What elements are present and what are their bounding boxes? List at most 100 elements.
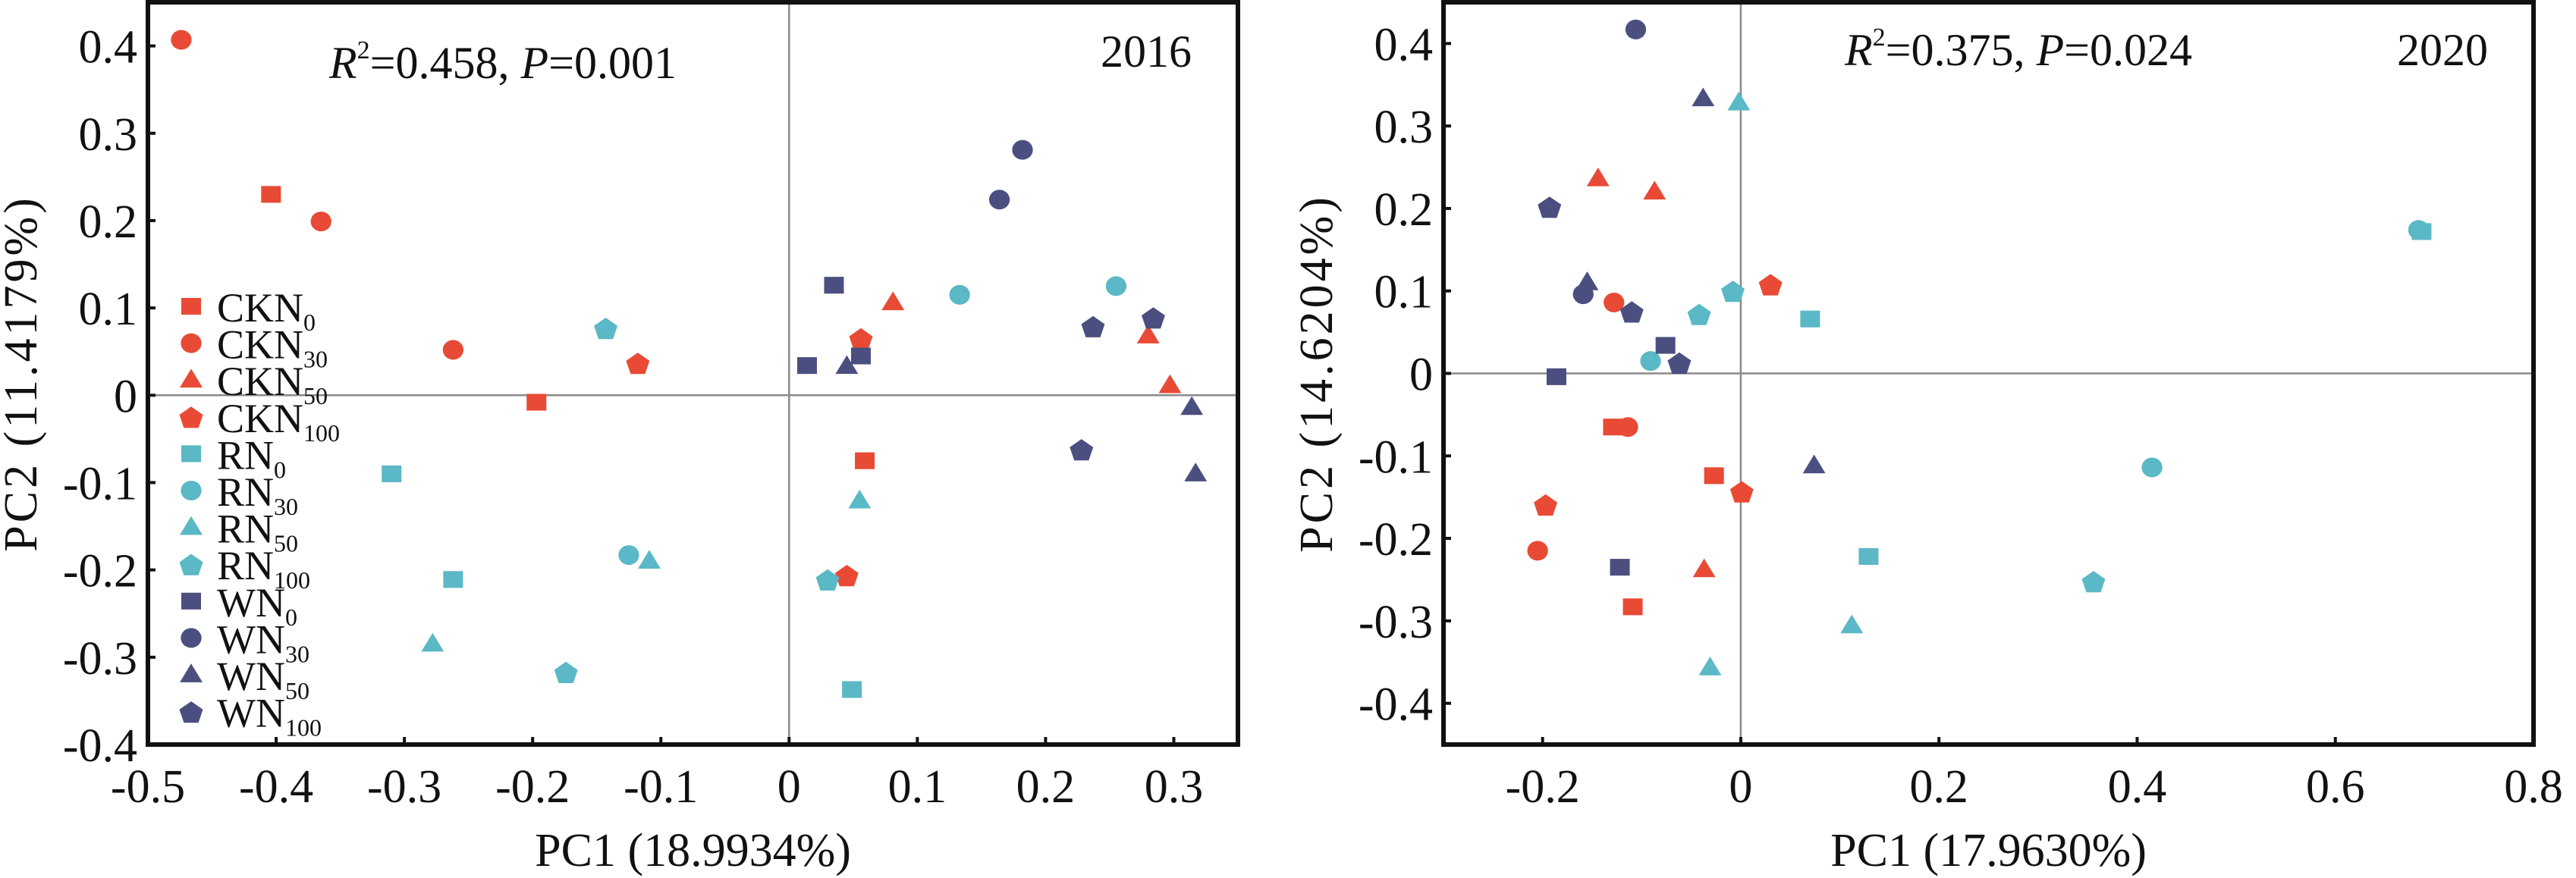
point-ckn100: [1534, 494, 1557, 516]
point-wn100: [1667, 352, 1692, 374]
legend-marker-square: [181, 297, 201, 315]
point-rn100: [1721, 281, 1745, 303]
point-ckn30: [171, 30, 192, 50]
legend-label: RN50: [217, 506, 298, 557]
legend-label: CKN100: [217, 396, 340, 447]
point-rn30: [2141, 457, 2163, 478]
point-rn50: [1727, 91, 1751, 111]
point-rn30: [2408, 220, 2430, 240]
legend-label-base: RN: [217, 506, 274, 552]
point-rn50: [1698, 657, 1722, 676]
point-ckn30: [310, 212, 331, 232]
legend-label-base: WN: [217, 691, 285, 736]
point-rn0: [443, 571, 463, 588]
legend-label-subscript: 30: [285, 640, 309, 667]
legend-item-wn30: WN30: [181, 616, 309, 667]
legend-marker-circle: [181, 628, 202, 648]
legend-item-rn50: RN50: [180, 506, 298, 557]
point-ckn100: [626, 353, 650, 375]
legend-marker-triangle: [180, 516, 203, 535]
p-value: =0.024: [2064, 25, 2192, 75]
legend-marker-pentagon: [179, 701, 203, 723]
stats-annotation: R2=0.375, P=0.024: [1844, 24, 2192, 75]
point-wn0: [824, 277, 844, 294]
legend-item-ckn30: CKN30: [181, 322, 328, 373]
point-ckn30: [1617, 417, 1638, 437]
point-wn50: [835, 355, 859, 375]
y-tick-label: 0: [114, 371, 137, 422]
legend-label: RN30: [217, 469, 298, 520]
point-wn50: [1184, 463, 1208, 481]
legend: CKN0CKN30CKN50CKN100RN0RN30RN50RN100WN0W…: [179, 285, 340, 742]
point-ckn30: [442, 340, 464, 360]
legend-item-ckn100: CKN100: [179, 396, 340, 447]
legend-label-subscript: 0: [303, 309, 316, 336]
legend-label: WN0: [217, 580, 297, 631]
legend-item-rn0: RN0: [181, 432, 286, 483]
x-tick-label: -0.2: [1506, 761, 1580, 813]
legend-item-wn50: WN50: [180, 654, 309, 704]
legend-label-base: CKN: [217, 359, 303, 404]
y-tick-label: 0.2: [79, 196, 138, 248]
point-rn30: [618, 545, 639, 566]
x-tick-label: -0.1: [624, 761, 698, 813]
legend-label-subscript: 50: [285, 677, 309, 704]
legend-item-ckn50: CKN50: [180, 359, 328, 409]
point-wn0: [1655, 337, 1676, 354]
legend-label-subscript: 0: [274, 456, 286, 483]
point-wn50: [1692, 87, 1715, 107]
legend-label-base: WN: [217, 580, 285, 626]
legend-label-subscript: 30: [274, 493, 298, 520]
point-wn0: [1610, 559, 1630, 576]
x-axis-title: PC1 (18.9934%): [535, 825, 851, 876]
x-tick-label: -0.3: [367, 761, 441, 813]
y-tick-label: 0.3: [79, 109, 138, 161]
y-tick-label: 0.1: [1374, 267, 1434, 318]
point-ckn50: [1158, 374, 1182, 394]
point-rn100: [594, 318, 617, 340]
point-ckn50: [1692, 558, 1716, 578]
p-value: =0.001: [548, 38, 677, 88]
point-rn0: [382, 465, 402, 483]
legend-label: CKN0: [217, 285, 316, 336]
legend-item-rn100: RN100: [179, 543, 310, 594]
x-tick-label: 0: [1729, 761, 1752, 813]
y-tick-label: 0.3: [1374, 102, 1434, 153]
legend-marker-circle: [181, 481, 202, 500]
panel-2020: -0.2 0 0.2 0.4 0.6 0.8 -0.4 -0.3 -0.2 -0.1 0 0.1 0.2…: [1291, 0, 2563, 876]
legend-marker-circle: [181, 333, 202, 353]
y-axis-title: PC2 (14.6204%): [1291, 194, 1343, 553]
legend-label-subscript: 50: [274, 530, 298, 557]
legend-label-base: CKN: [217, 285, 303, 331]
point-wn100: [1070, 439, 1094, 461]
y-tick-label: -0.1: [63, 458, 137, 510]
point-rn0: [1858, 547, 1879, 566]
point-rn0: [1800, 310, 1820, 328]
x-tick-label: -0.2: [495, 761, 570, 813]
point-wn100: [1142, 307, 1165, 329]
y-axis-title: PC2 (11.4179%): [0, 195, 47, 551]
point-wn50: [1575, 271, 1599, 290]
legend-label: RN100: [217, 543, 310, 594]
point-rn30: [1640, 351, 1661, 372]
point-ckn50: [1586, 167, 1610, 187]
x-tick-label: -0.5: [111, 761, 185, 813]
legend-label: CKN30: [217, 322, 328, 373]
x-tick-label: -0.4: [239, 761, 313, 813]
y-tick-label: 0: [1409, 350, 1433, 401]
legend-label-subscript: 0: [285, 604, 297, 631]
panel-year-title: 2016: [1101, 27, 1192, 77]
point-wn100: [1081, 315, 1105, 337]
point-rn50: [638, 550, 661, 569]
point-ckn100: [834, 565, 859, 587]
legend-label-subscript: 100: [285, 714, 322, 742]
point-rn30: [949, 284, 970, 305]
point-ckn50: [1136, 325, 1160, 343]
point-rn50: [848, 489, 872, 509]
point-ckn30: [1604, 292, 1625, 312]
point-wn0: [796, 357, 817, 375]
y-tick-label: -0.3: [63, 633, 137, 685]
data-points: [171, 30, 1208, 698]
stats-annotation: R2=0.458, P=0.001: [328, 36, 677, 88]
